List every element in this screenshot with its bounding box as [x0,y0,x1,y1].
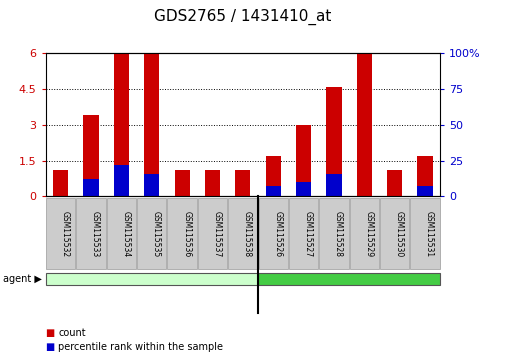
Text: agent ▶: agent ▶ [3,274,41,284]
Bar [265,187,280,196]
Text: GSM115530: GSM115530 [394,211,403,257]
Bar [83,115,98,196]
Bar [326,173,341,196]
Text: GSM115527: GSM115527 [303,211,312,257]
Bar [356,53,371,196]
Text: GSM115526: GSM115526 [273,211,282,257]
Text: GSM115538: GSM115538 [242,211,251,257]
Text: ■: ■ [45,328,55,338]
Bar [114,165,129,196]
Bar [144,53,159,196]
Text: ■: ■ [45,342,55,352]
Bar [326,86,341,196]
Text: creatine: creatine [326,274,371,284]
Bar [83,179,98,196]
Text: GSM115528: GSM115528 [333,211,342,257]
Text: control: control [132,274,171,284]
Text: GSM115537: GSM115537 [212,211,221,257]
Bar [235,170,250,196]
Text: GSM115531: GSM115531 [424,211,433,257]
Text: count: count [58,328,86,338]
Bar [265,156,280,196]
Bar [53,170,68,196]
Text: GSM115533: GSM115533 [91,211,100,257]
Text: GSM115534: GSM115534 [121,211,130,257]
Text: GSM115536: GSM115536 [182,211,191,257]
Bar [295,125,311,196]
Text: GDS2765 / 1431410_at: GDS2765 / 1431410_at [154,8,331,25]
Bar [386,170,401,196]
Text: percentile rank within the sample: percentile rank within the sample [58,342,223,352]
Bar [417,187,432,196]
Bar [114,53,129,196]
Text: GSM115529: GSM115529 [364,211,373,257]
Bar [205,170,220,196]
Bar [174,170,189,196]
Bar [144,173,159,196]
Text: GSM115535: GSM115535 [152,211,161,257]
Bar [417,156,432,196]
Text: GSM115532: GSM115532 [61,211,70,257]
Bar [295,182,311,196]
